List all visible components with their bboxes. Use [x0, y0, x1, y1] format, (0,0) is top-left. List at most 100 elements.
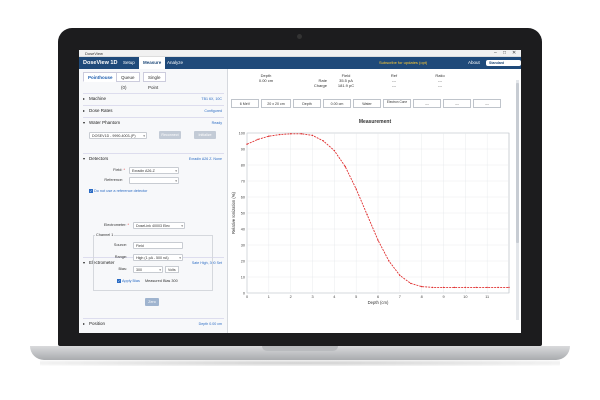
water-phantom-section: ▾ Water Phantom Ready DOSEV1D - 9990-4003…	[83, 117, 224, 153]
menu-analyze[interactable]: Analyze	[167, 60, 184, 65]
data-point	[257, 138, 259, 141]
y-tick-label: 70	[241, 179, 245, 183]
position-header[interactable]: ▸ Position	[83, 319, 224, 329]
data-point	[399, 274, 401, 277]
x-tick-label: 4	[333, 295, 335, 299]
y-tick-label: 30	[241, 243, 245, 247]
water-phantom-label: Water Phantom	[89, 120, 121, 125]
promo-link[interactable]: Subscribe for updates (opt)	[379, 60, 428, 65]
tab-pointhouse[interactable]: Pointhouse	[83, 72, 118, 82]
y-tick-label: 90	[241, 147, 245, 151]
y-axis-label: Relative Ionization (%)	[231, 191, 236, 233]
no-reference-label: Do not use a reference detector	[94, 189, 148, 193]
ratio-label: Ratio	[435, 73, 445, 78]
water-phantom-status: Ready	[211, 121, 222, 125]
x-tick-label: 3	[311, 295, 313, 299]
no-reference-checkbox[interactable]: ✓ Do not use a reference detector	[89, 189, 147, 193]
x-tick-label: 5	[355, 295, 357, 299]
tab-single-point[interactable]: Single Point	[143, 72, 166, 90]
laptop-notch	[262, 346, 338, 351]
machine-section[interactable]: ▸ Machine TB1 6X, 10C	[83, 93, 224, 105]
x-axis-label: Depth (cm)	[368, 300, 389, 305]
machine-label: Machine	[89, 96, 107, 101]
rate-label: Rate	[318, 78, 327, 83]
position-status: Depth 0.00 cm	[198, 322, 222, 326]
data-point	[388, 260, 390, 262]
chevron-down-icon: ▾	[83, 260, 86, 265]
phantom-select[interactable]: DOSEV1D - 9990-4003-(P) ▾	[89, 132, 147, 139]
initialize-button[interactable]: Initialize	[194, 131, 216, 139]
charge-label: Charge	[313, 83, 327, 88]
dose-rates-section[interactable]: ▸ Dose Rates Configured	[83, 105, 224, 117]
scrollbar-thumb[interactable]	[516, 83, 519, 243]
data-point	[486, 286, 488, 289]
rate-value: 35.5 pA	[339, 78, 353, 83]
y-tick-label: 60	[241, 195, 245, 199]
summary-depth-label: Depth	[293, 99, 321, 108]
electrometer-status: Sate High, 300 Set	[191, 261, 222, 265]
summary-blank-1: ---	[413, 99, 441, 108]
chevron-down-icon: ▾	[83, 156, 86, 161]
laptop-shadow	[40, 360, 560, 366]
reference-detector-label: Reference:	[104, 178, 123, 182]
reference-detector-select[interactable]: ▾	[129, 177, 179, 184]
data-point	[442, 286, 445, 289]
data-point	[289, 133, 292, 135]
depth-label: Depth	[260, 73, 272, 78]
chevron-right-icon: ▸	[83, 96, 86, 101]
menu-setup[interactable]: Setup	[123, 60, 135, 65]
x-tick-label: 0	[246, 295, 248, 299]
chevron-down-icon: ▾	[83, 120, 86, 125]
summary-applicator: Electron Cone	[383, 99, 411, 108]
x-tick-label: 10	[463, 295, 467, 299]
app-brand: DoseView 1D	[83, 60, 118, 66]
y-tick-label: 80	[241, 163, 245, 167]
detectors-section: ▾ Detectors Exradin A26 Z. None Field: * …	[83, 153, 224, 213]
summary-blank-3: ---	[473, 99, 501, 108]
x-tick-label: 6	[377, 295, 379, 299]
charge-value: 181.9 pC	[337, 83, 355, 88]
dose-rates-header[interactable]: ▸ Dose Rates	[83, 106, 224, 116]
x-tick-label: 8	[421, 295, 423, 299]
electrometer-label: Electrometer	[89, 260, 115, 265]
reconnect-button[interactable]: Reconnect	[159, 131, 181, 139]
machine-header[interactable]: ▸ Machine	[83, 94, 224, 104]
app-screen: DoseView – □ ✕ DoseView 1D Setup Measure…	[79, 50, 521, 333]
detectors-header[interactable]: ▾ Detectors	[83, 154, 224, 164]
data-point	[355, 188, 357, 190]
summary-field-size: 20 x 20 cm	[261, 99, 291, 108]
minimize-button[interactable]: –	[494, 50, 497, 56]
maximize-button[interactable]: □	[503, 50, 507, 56]
measurement-chart: 0 10 20 30 40 50 60 70 80 90 100 0 1 2 3 4 5 6 7 8 9 10 11 Dept…	[231, 131, 510, 305]
required-marker: *	[123, 168, 125, 172]
tab-queue[interactable]: Queue (0)	[116, 72, 140, 90]
close-button[interactable]: ✕	[512, 50, 517, 56]
field-detector-select[interactable]: Exradin A26-Z ▾	[129, 167, 179, 174]
position-section[interactable]: ▸ Position Depth 0.00 cm	[83, 318, 224, 330]
water-phantom-header[interactable]: ▾ Water Phantom	[83, 118, 224, 128]
data-point	[300, 133, 303, 135]
depth-value: 0.00 cm	[258, 78, 274, 83]
summary-blank-2: ---	[443, 99, 471, 108]
field-detector-label-text: Field:	[113, 168, 123, 172]
data-point	[322, 140, 325, 142]
ref-charge: ---	[392, 83, 396, 88]
dose-rates-label: Dose Rates	[89, 108, 113, 113]
data-point	[366, 213, 368, 216]
dose-rates-status: Configured	[204, 109, 222, 113]
position-label: Position	[89, 321, 106, 326]
data-point	[475, 286, 477, 289]
field-reading-label: Field	[341, 73, 351, 78]
y-tick-label: 40	[241, 227, 245, 231]
menu-measure[interactable]: Measure	[139, 57, 166, 69]
ratio-charge: ---	[438, 83, 442, 88]
ref-label: Ref	[390, 73, 398, 78]
data-point	[464, 286, 467, 289]
data-point	[431, 286, 434, 289]
electrometer-header[interactable]: ▾ Electrometer	[83, 258, 224, 268]
about-link[interactable]: About	[468, 60, 480, 65]
window-titlebar: DoseView – □ ✕	[79, 50, 521, 57]
x-tick-label: 11	[485, 295, 489, 299]
data-point	[333, 149, 336, 152]
